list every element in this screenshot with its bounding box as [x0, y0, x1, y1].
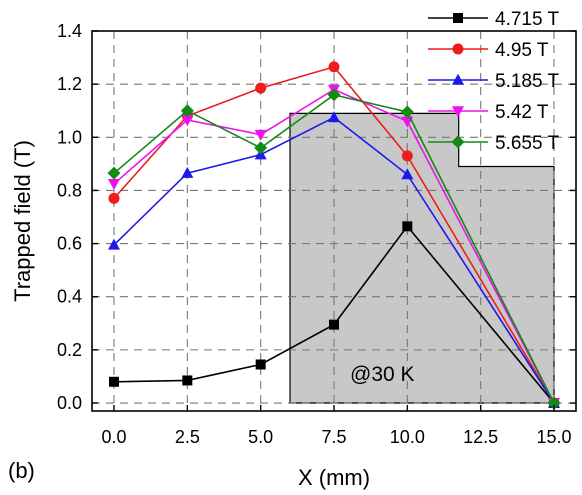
x-tick-label: 2.5: [175, 427, 200, 447]
legend: 4.715 T 4.95 T 5.185 T 5.42 T 5.655 T: [428, 9, 559, 154]
legend-label: 4.715 T: [495, 9, 559, 30]
data-point: [181, 115, 194, 127]
y-tick-label: 0.0: [57, 393, 82, 413]
data-point: [327, 88, 341, 102]
y-tick-label: 1.2: [57, 74, 82, 94]
data-point: [452, 43, 464, 55]
data-point: [255, 82, 267, 94]
series-line: [113, 88, 555, 404]
legend-item: 4.95 T: [428, 40, 549, 61]
data-point: [451, 135, 465, 149]
data-point: [328, 111, 340, 123]
legend-label: 5.42 T: [495, 102, 549, 123]
x-tick-label: 5.0: [248, 427, 273, 447]
x-tick-label: 15.0: [536, 427, 571, 447]
tick-layer: 0.0 2.5 5.0 7.5 10.0 12.5 15.0 0.0 0.2 0.4 0.6 0.8 1…: [57, 21, 576, 447]
data-point: [182, 375, 193, 386]
series-5-655-T: [107, 88, 561, 410]
data-point: [108, 238, 120, 250]
data-point: [401, 150, 413, 162]
panel-label: (b): [8, 458, 35, 483]
data-point: [254, 129, 267, 141]
legend-item: 5.655 T: [428, 133, 559, 154]
x-tick-label: 12.5: [463, 427, 498, 447]
y-tick-label: 1.0: [57, 127, 82, 147]
data-point: [328, 61, 340, 73]
data-point: [109, 376, 119, 387]
shaded-region: [289, 112, 555, 404]
data-point: [108, 192, 120, 204]
data-point: [254, 141, 268, 155]
series-layer: [107, 61, 561, 410]
series-line: [113, 116, 555, 404]
legend-label: 4.95 T: [495, 40, 549, 61]
legend-label: 5.185 T: [495, 71, 559, 92]
y-tick-label: 0.8: [57, 180, 82, 200]
data-point: [453, 13, 463, 23]
y-axis-label: Trapped field (T): [10, 140, 35, 302]
series-line: [113, 225, 555, 404]
legend-item: 5.42 T: [428, 102, 549, 123]
data-point: [400, 105, 414, 119]
data-point: [452, 106, 464, 118]
x-tick-label: 10.0: [390, 427, 425, 447]
data-point: [181, 166, 194, 178]
data-point: [401, 168, 414, 180]
legend-item: 5.185 T: [428, 71, 559, 92]
shaded-region-layer: [289, 112, 555, 404]
y-tick-label: 0.4: [57, 287, 82, 307]
legend-label: 5.655 T: [495, 133, 559, 154]
data-point: [255, 359, 266, 370]
data-point: [452, 73, 464, 85]
y-tick-label: 1.4: [57, 21, 82, 41]
legend-item: 4.715 T: [428, 9, 559, 30]
y-tick-label: 0.2: [57, 340, 82, 360]
data-point: [402, 221, 413, 232]
data-point: [547, 396, 561, 410]
temperature-annotation: @30 K: [350, 363, 415, 386]
x-tick-label: 0.0: [101, 427, 126, 447]
series-line: [113, 93, 555, 404]
data-point: [108, 179, 120, 191]
data-point: [329, 319, 339, 330]
x-tick-label: 7.5: [321, 427, 346, 447]
y-tick-label: 0.6: [57, 234, 82, 254]
data-point: [107, 166, 121, 180]
data-point: [180, 104, 194, 118]
x-axis-label: X (mm): [298, 465, 370, 490]
